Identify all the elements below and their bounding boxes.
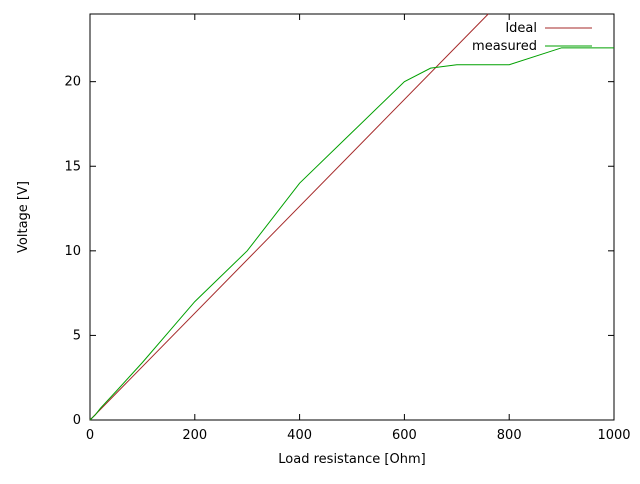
x-tick-label: 200 [182, 428, 207, 443]
series-line-measured [89, 47, 614, 421]
x-tick-label: 1000 [597, 428, 630, 443]
series-line-ideal [89, 13, 489, 421]
y-axis-label: Voltage [V] [16, 181, 31, 253]
y-tick-label: 0 [73, 413, 81, 428]
x-tick-label: 0 [86, 428, 94, 443]
x-tick-label: 400 [287, 428, 312, 443]
x-tick-label: 600 [392, 428, 417, 443]
y-tick-label: 10 [64, 244, 81, 259]
legend-label-measured: measured [472, 39, 537, 54]
legend-label-ideal: Ideal [505, 21, 537, 36]
x-axis-label: Load resistance [Ohm] [278, 452, 425, 467]
plot-border [89, 13, 615, 421]
plot-area: 0 200 400 600 800 1000 0 5 10 15 20 [64, 13, 631, 443]
y-tick-label: 20 [64, 75, 81, 90]
legend: Ideal measured [472, 21, 592, 54]
y-tick-label: 15 [64, 159, 81, 174]
y-tick-label: 5 [73, 328, 81, 343]
x-tick-label: 800 [497, 428, 522, 443]
